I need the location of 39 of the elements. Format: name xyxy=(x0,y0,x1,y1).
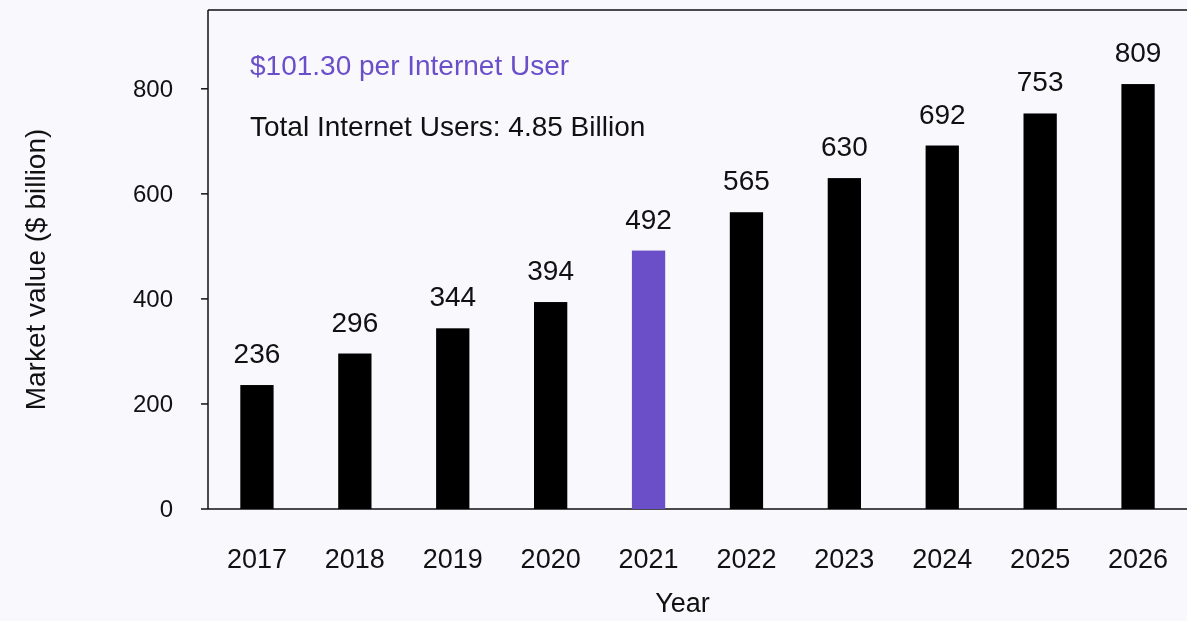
y-tick-label: 600 xyxy=(132,180,173,208)
bar xyxy=(631,250,666,509)
data-label: 809 xyxy=(1114,37,1162,69)
data-label: 492 xyxy=(625,203,672,235)
data-label: 630 xyxy=(820,131,868,163)
bar xyxy=(240,385,274,509)
y-axis-title: Market value ($ billion) xyxy=(20,128,51,411)
y-tick-label: 0 xyxy=(159,495,173,523)
x-axis-title: Year xyxy=(655,588,710,618)
y-tick-label: 400 xyxy=(132,285,173,313)
data-label: 692 xyxy=(918,98,966,130)
bar xyxy=(534,302,568,509)
data-label: 394 xyxy=(527,255,575,287)
bar xyxy=(338,353,372,509)
bar xyxy=(1023,113,1057,509)
x-tick-label: 2020 xyxy=(520,544,581,574)
data-label: 296 xyxy=(331,306,379,338)
data-label: 344 xyxy=(429,281,477,313)
x-tick-label: 2025 xyxy=(1010,544,1071,574)
x-tick-label: 2022 xyxy=(716,544,777,574)
x-tick-label: 2019 xyxy=(422,544,483,574)
bar xyxy=(925,145,959,509)
bar xyxy=(729,212,764,509)
x-tick-label: 2017 xyxy=(226,544,287,574)
x-tick-label: 2018 xyxy=(324,544,385,574)
data-label: 236 xyxy=(233,338,281,370)
bar xyxy=(827,178,861,509)
bar xyxy=(1121,84,1155,509)
data-label: 753 xyxy=(1016,66,1064,98)
y-tick-label: 800 xyxy=(132,75,173,103)
annotation: $101.30 per Internet User xyxy=(250,50,570,81)
bar xyxy=(436,328,470,509)
data-label: 565 xyxy=(723,165,770,197)
x-tick-label: 2023 xyxy=(814,544,875,574)
x-tick-label: 2026 xyxy=(1108,544,1169,574)
annotation: Total Internet Users: 4.85 Billion xyxy=(250,111,646,142)
x-tick-label: 2024 xyxy=(912,544,973,574)
x-tick-label: 2021 xyxy=(618,544,679,574)
y-tick-label: 200 xyxy=(132,390,173,418)
